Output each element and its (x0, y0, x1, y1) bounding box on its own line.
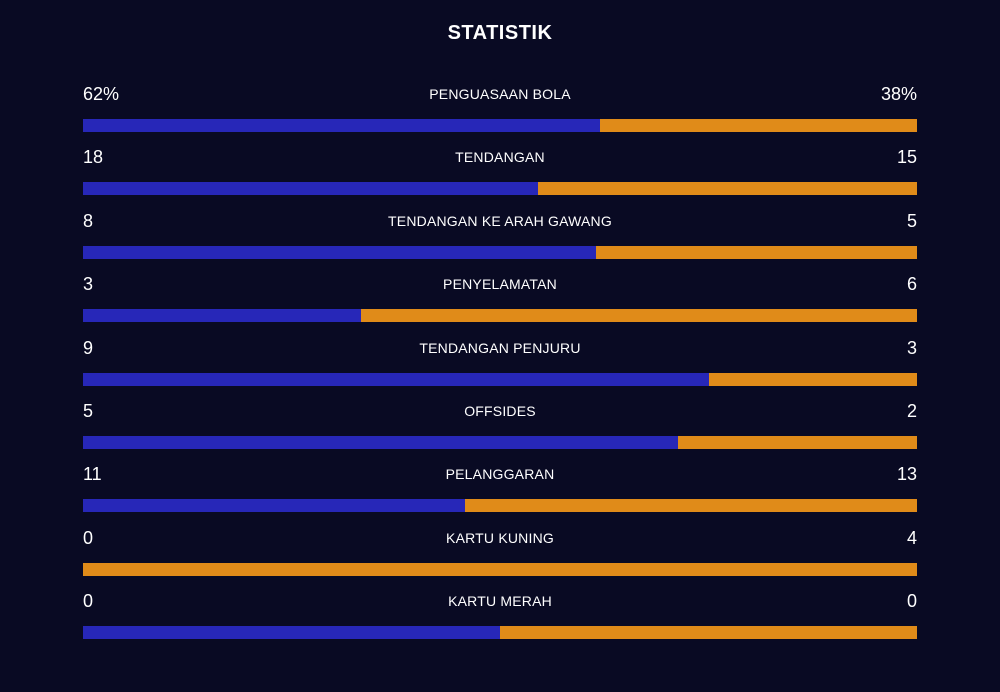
stat-row-corners: 9 TENDANGAN PENJURU 3 (83, 334, 917, 397)
home-value: 0 (83, 591, 94, 612)
home-bar-segment (83, 499, 465, 513)
home-value: 8 (83, 210, 94, 231)
home-bar-segment (83, 435, 679, 449)
stat-row-fouls: 11 PELANGGARAN 13 (83, 460, 917, 523)
stat-label: KARTU KUNING (446, 529, 554, 546)
stat-label: KARTU MERAH (448, 593, 552, 610)
home-bar-segment (83, 372, 709, 386)
home-bar-segment (83, 182, 538, 196)
stat-row-shots-on-target: 8 TENDANGAN KE ARAH GAWANG 5 (83, 207, 917, 270)
home-value: 9 (83, 337, 94, 358)
away-bar-segment (464, 499, 917, 513)
away-value: 5 (906, 210, 917, 231)
home-value: 3 (83, 274, 94, 295)
comparison-bar (83, 245, 917, 259)
away-bar-segment (600, 119, 917, 132)
stat-label: TENDANGAN (455, 149, 545, 166)
stat-label: OFFSIDES (464, 402, 536, 419)
stat-label: TENDANGAN KE ARAH GAWANG (388, 212, 612, 229)
stats-list: 62% PENGUASAAN BOLA 38% 18 TENDANGAN 15 … (83, 80, 917, 651)
stat-row-shots: 18 TENDANGAN 15 (83, 143, 917, 206)
panel-title: STATISTIK (447, 22, 553, 44)
comparison-bar (83, 309, 917, 323)
away-value: 3 (906, 337, 917, 358)
stat-label: PENYELAMATAN (443, 276, 557, 293)
away-bar-segment (500, 626, 917, 640)
comparison-bar (83, 562, 917, 576)
stat-row-saves: 3 PENYELAMATAN 6 (83, 270, 917, 333)
away-value: 15 (896, 147, 917, 168)
stat-label: PENGUASAAN BOLA (429, 86, 571, 102)
home-value: 18 (83, 147, 104, 168)
home-value: 0 (83, 527, 94, 548)
away-bar-segment (708, 372, 917, 386)
comparison-bar (83, 626, 917, 640)
home-value: 5 (83, 400, 94, 421)
away-value: 0 (906, 591, 917, 612)
away-value: 38% (880, 84, 917, 104)
comparison-bar (83, 499, 917, 513)
away-value: 4 (906, 527, 917, 548)
away-bar-segment (360, 309, 917, 323)
stat-row-possession: 62% PENGUASAAN BOLA 38% (83, 80, 917, 143)
home-bar-segment (83, 245, 596, 259)
home-bar-segment (83, 626, 500, 640)
stat-row-offsides: 5 OFFSIDES 2 (83, 397, 917, 460)
home-bar-segment (83, 309, 361, 323)
away-bar-segment (537, 182, 917, 196)
stat-label: PELANGGARAN (445, 466, 555, 483)
comparison-bar (83, 435, 917, 449)
away-value: 13 (896, 464, 917, 485)
comparison-bar (83, 182, 917, 196)
away-bar-segment (595, 245, 917, 259)
stat-row-yellow-cards: 0 KARTU KUNING 4 (83, 524, 917, 587)
comparison-bar (83, 119, 917, 132)
away-value: 6 (906, 274, 917, 295)
away-bar-segment (678, 435, 917, 449)
stat-label: TENDANGAN PENJURU (419, 339, 581, 356)
away-bar-segment (83, 562, 917, 576)
home-value: 11 (83, 464, 102, 485)
away-value: 2 (906, 400, 917, 421)
home-bar-segment (83, 119, 601, 132)
stat-row-red-cards: 0 KARTU MERAH 0 (83, 587, 917, 650)
comparison-bar (83, 372, 917, 386)
home-value: 62% (83, 84, 120, 104)
